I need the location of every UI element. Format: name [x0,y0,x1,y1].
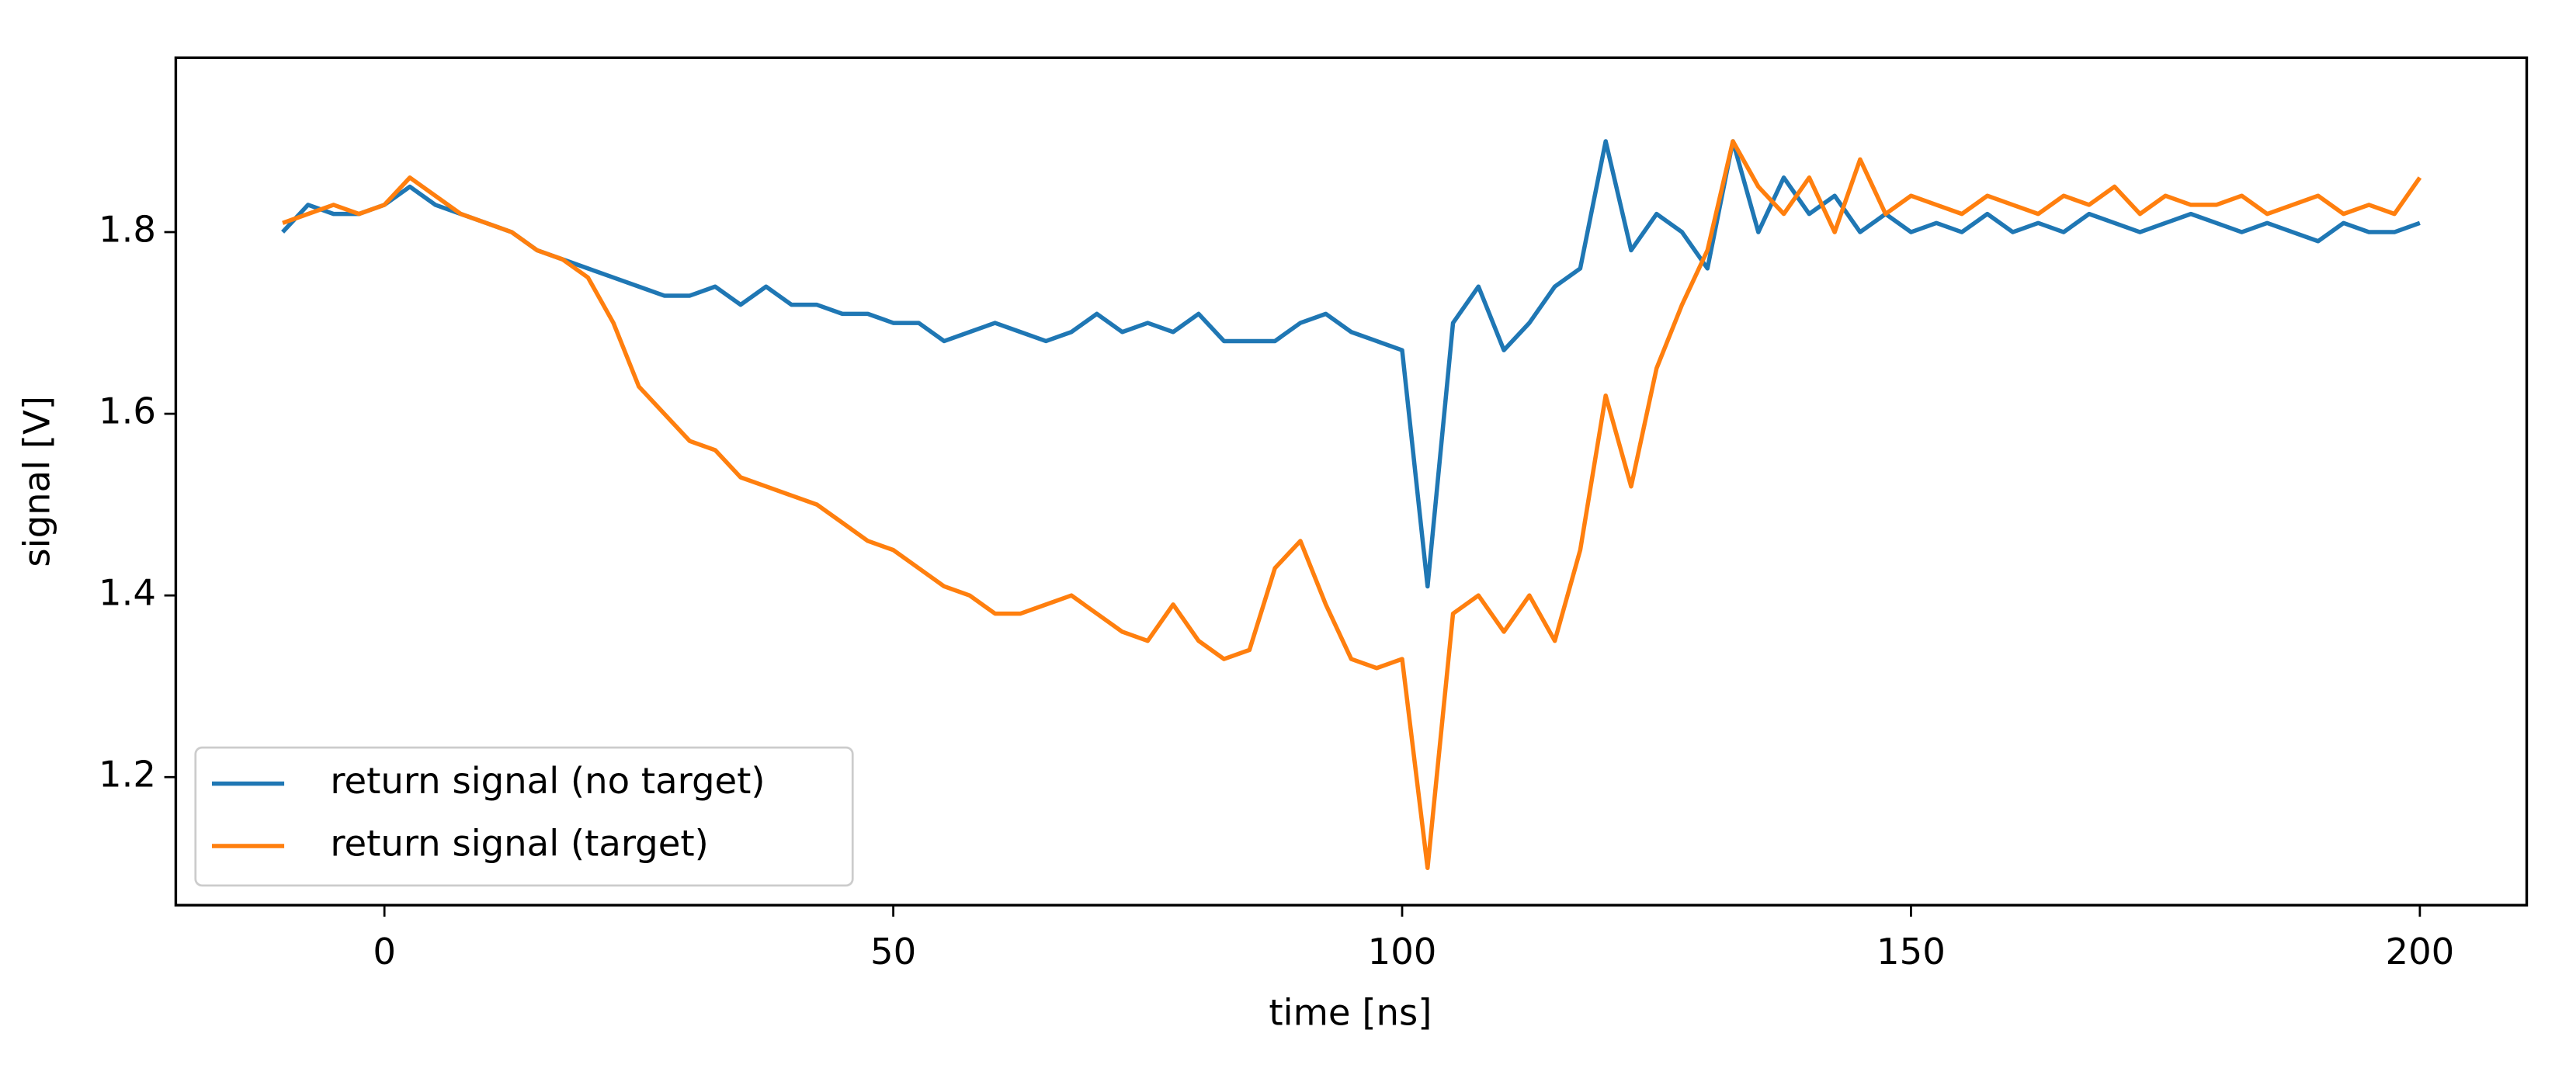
y-tick-label: 1.2 [99,754,156,796]
y-tick-label: 1.8 [99,209,156,251]
x-tick-label: 50 [870,931,916,973]
y-axis-label: signal [V] [16,396,57,567]
plot-frame [174,56,2529,907]
y-tick-label: 1.4 [99,572,156,614]
legend-box [194,746,854,887]
x-axis-label: time [ns] [1269,992,1432,1034]
legend-label: return signal (target) [330,823,708,865]
legend-label: return signal (no target) [330,760,765,802]
x-tick-label: 100 [1368,931,1437,973]
x-tick-label: 0 [373,931,396,973]
x-tick-label: 200 [2385,931,2454,973]
y-tick-label: 1.6 [99,390,156,432]
series-line [282,139,2422,870]
x-tick-label: 150 [1876,931,1946,973]
series-line [281,139,2421,589]
